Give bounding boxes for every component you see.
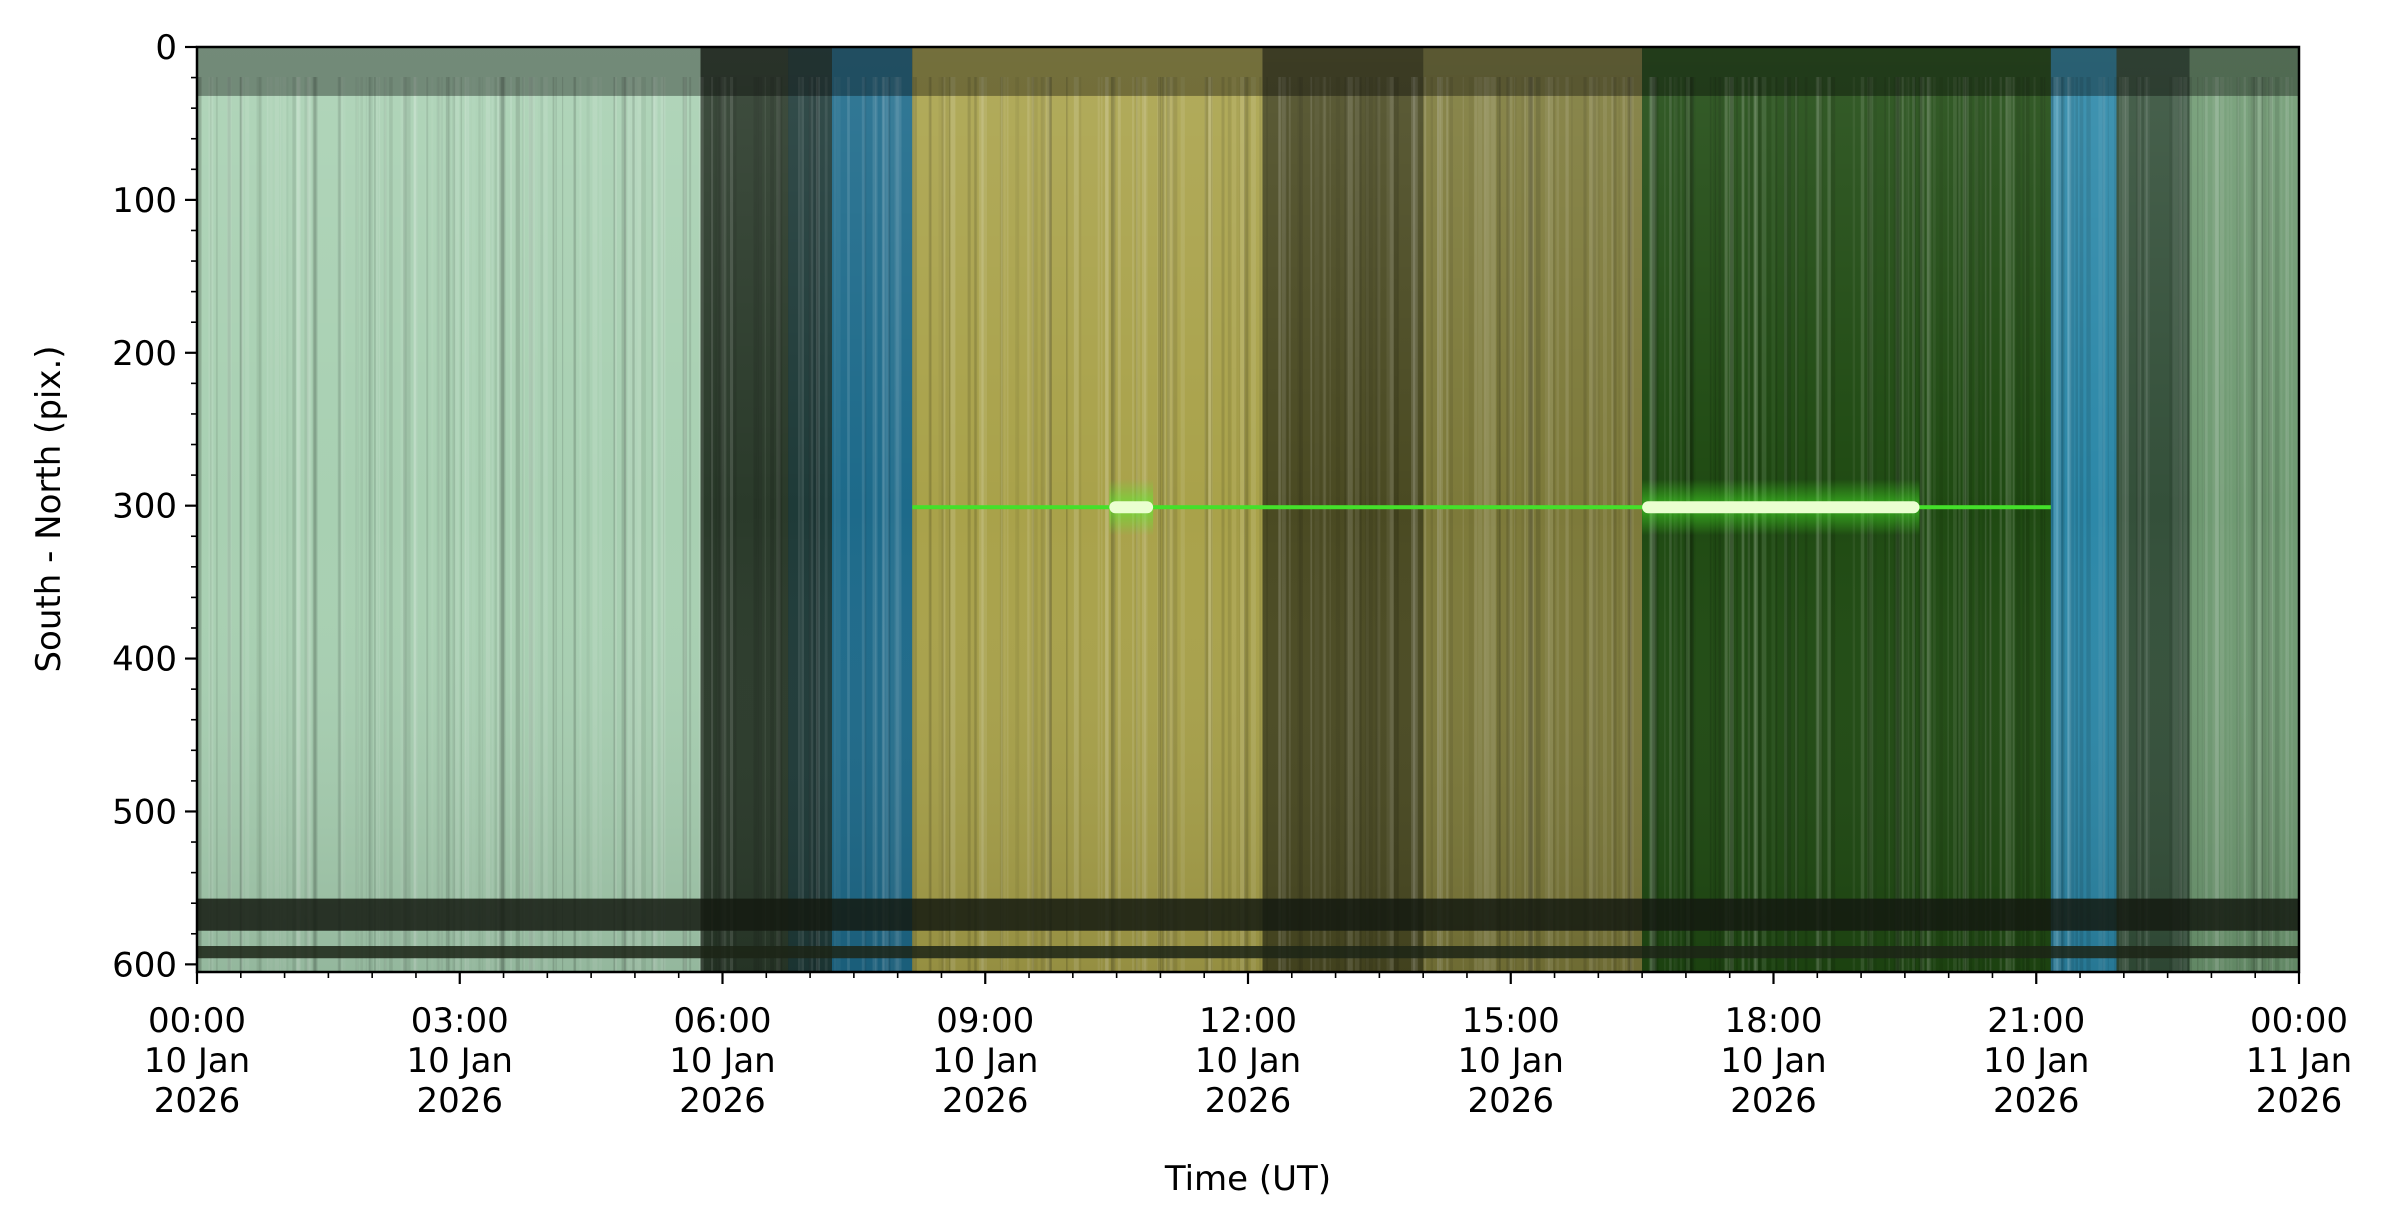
- x-tick-date: 10 Jan: [1983, 1041, 2089, 1081]
- x-tick-label: 18:00 10 Jan 2026: [1720, 1001, 1826, 1121]
- x-tick-time: 18:00: [1725, 1001, 1823, 1041]
- y-tick-label: 500: [112, 792, 177, 832]
- x-tick-year: 2026: [942, 1081, 1029, 1121]
- x-tick-label: 09:00 10 Jan 2026: [932, 1001, 1038, 1121]
- x-tick-label: 12:00 10 Jan 2026: [1195, 1001, 1301, 1121]
- x-tick-label: 21:00 10 Jan 2026: [1983, 1001, 2089, 1121]
- x-tick-date: 11 Jan: [2246, 1041, 2352, 1081]
- x-tick-time: 09:00: [936, 1001, 1034, 1041]
- x-tick-time: 00:00: [148, 1001, 246, 1041]
- dark-band-4: [197, 946, 2299, 959]
- x-tick-year: 2026: [1467, 1081, 1554, 1121]
- x-tick-label: 06:00 10 Jan 2026: [669, 1001, 775, 1121]
- x-tick-date: 10 Jan: [932, 1041, 1038, 1081]
- x-tick-label: 15:00 10 Jan 2026: [1458, 1001, 1564, 1121]
- emission-core-2: [1109, 501, 1154, 514]
- x-tick-label: 00:00 10 Jan 2026: [144, 1001, 250, 1121]
- x-tick-time: 12:00: [1199, 1001, 1297, 1041]
- x-tick-time: 00:00: [2250, 1001, 2348, 1041]
- x-tick-date: 10 Jan: [1458, 1041, 1564, 1081]
- y-tick-label: 400: [112, 640, 177, 680]
- x-tick-date: 10 Jan: [669, 1041, 775, 1081]
- heatmap-plot-area: [197, 47, 2299, 972]
- y-tick-label: 0: [155, 28, 177, 68]
- x-tick-label: 00:00 11 Jan 2026: [2246, 1001, 2352, 1121]
- x-tick-date: 10 Jan: [407, 1041, 513, 1081]
- y-axis-label: South - North (pix.): [29, 345, 69, 672]
- x-tick-year: 2026: [2256, 1081, 2343, 1121]
- x-tick-label: 03:00 10 Jan 2026: [407, 1001, 513, 1121]
- x-tick-year: 2026: [1993, 1081, 2080, 1121]
- shading-overlay: [197, 47, 2299, 972]
- x-tick-time: 03:00: [411, 1001, 509, 1041]
- x-tick-time: 15:00: [1462, 1001, 1560, 1041]
- x-tick-year: 2026: [154, 1081, 241, 1121]
- y-tick-label: 200: [112, 334, 177, 374]
- top-dark-strip: [197, 47, 2299, 96]
- y-tick-label: 100: [112, 181, 177, 221]
- x-tick-year: 2026: [1730, 1081, 1817, 1121]
- x-tick-time: 06:00: [674, 1001, 772, 1041]
- x-tick-year: 2026: [416, 1081, 503, 1121]
- x-tick-time: 21:00: [1987, 1001, 2085, 1041]
- emission-line: [912, 505, 2051, 510]
- y-tick-label: 600: [112, 945, 177, 985]
- x-tick-year: 2026: [679, 1081, 766, 1121]
- x-tick-year: 2026: [1205, 1081, 1292, 1121]
- y-tick-label: 300: [112, 487, 177, 527]
- x-axis-label: Time (UT): [1164, 1159, 1331, 1199]
- x-tick-date: 10 Jan: [144, 1041, 250, 1081]
- dark-band-3: [197, 898, 2299, 931]
- x-tick-date: 10 Jan: [1720, 1041, 1826, 1081]
- emission-core-1: [1642, 501, 1920, 514]
- x-tick-date: 10 Jan: [1195, 1041, 1301, 1081]
